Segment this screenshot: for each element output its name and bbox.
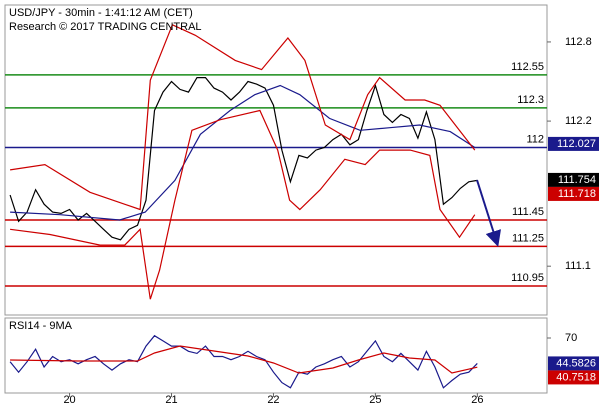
y-tick-label: 112.8 [565, 36, 592, 48]
price-label-box [548, 370, 599, 385]
price-label: 111.718 [558, 188, 596, 200]
forecast-arrow [476, 179, 501, 247]
chart-subtitle: Research © 2017 TRADING CENTRAL [9, 21, 202, 33]
level-label: 112 [526, 133, 544, 145]
series-line [9, 334, 478, 389]
x-tick-label: 25 [369, 394, 381, 406]
y-tick-label: 112.2 [565, 115, 592, 127]
series-line [10, 109, 476, 300]
level-label: 111.45 [512, 206, 544, 218]
x-tick-label: 20 [63, 394, 75, 406]
x-tick-label: 22 [267, 394, 279, 406]
level-label: 112.55 [511, 61, 544, 73]
level-label: 111.25 [512, 232, 544, 244]
price-label: 112.027 [557, 138, 596, 150]
chart-title: RSI14 - 9MA [9, 320, 73, 332]
price-label: 44.5826 [556, 357, 596, 369]
x-tick-label: 21 [165, 394, 177, 406]
series-line [9, 77, 478, 241]
price-label: 111.754 [558, 174, 596, 186]
price-label-box [548, 136, 599, 151]
price-label-box [548, 356, 599, 371]
x-tick-label: 26 [471, 394, 483, 406]
y-tick-label: 70 [565, 332, 577, 344]
price-label-box [548, 186, 599, 201]
series-line [10, 23, 476, 211]
price-label: 40.7518 [556, 371, 596, 383]
y-tick-label: 111.1 [565, 260, 591, 272]
chart-title: USD/JPY - 30min - 1:41:12 AM (CET) [9, 7, 193, 19]
level-label: 112.3 [517, 94, 544, 106]
level-label: 110.95 [511, 272, 544, 284]
series-line [10, 84, 476, 221]
series-line [10, 345, 478, 374]
price-label-box [548, 172, 599, 187]
panel-frame [4, 317, 548, 394]
panel-frame [4, 4, 548, 316]
